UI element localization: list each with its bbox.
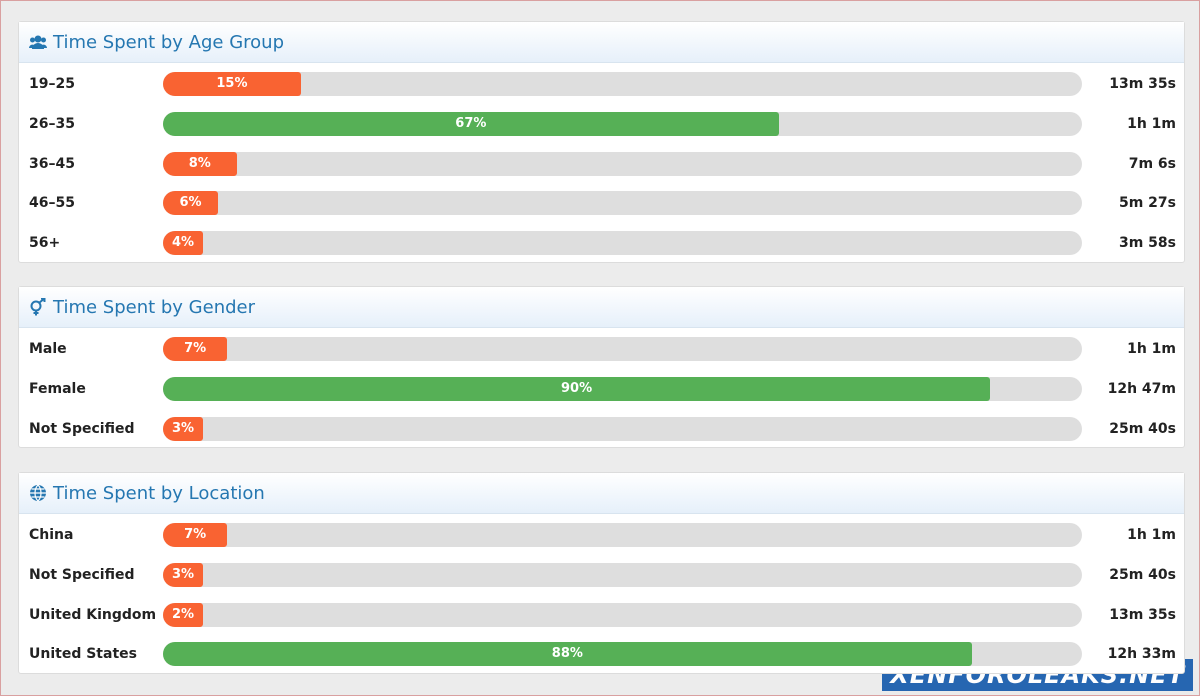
row-label: United Kingdom <box>29 606 157 623</box>
bar: 8% <box>163 151 237 176</box>
panel-header: Time Spent by Location <box>19 473 1184 514</box>
row-label: Not Specified <box>29 566 135 583</box>
bar-track: 2% <box>163 602 1082 627</box>
bar-track: 3% <box>163 416 1082 441</box>
time-value: 25m 40s <box>1109 420 1176 437</box>
time-value: 12h 33m <box>1107 646 1176 663</box>
bar-track: 8% <box>163 151 1082 176</box>
row-label: 56+ <box>29 235 61 252</box>
bar-label: 8% <box>188 155 211 171</box>
panel-title: Time Spent by Location <box>53 482 265 504</box>
stat-row: 26–35 67% 1h 1m <box>19 104 1184 144</box>
icon <box>30 484 46 502</box>
row-label: 46–55 <box>29 195 75 212</box>
panel: Time Spent by Age Group 19–25 15% 13m 35s 26… <box>18 21 1185 263</box>
bar-track: 15% <box>163 72 1082 96</box>
stat-row: 19–25 15% 13m 35s <box>19 64 1184 104</box>
row-label: China <box>29 527 74 543</box>
panel-title: Time Spent by Gender <box>53 296 256 318</box>
panel: Time Spent by Gender Male 7% 1h 1m Female 90%… <box>18 286 1185 449</box>
bar-label: 88% <box>551 646 583 662</box>
bar: 6% <box>163 191 219 216</box>
row-label: 19–25 <box>29 76 75 92</box>
bar: 88% <box>163 642 972 667</box>
bar-track: 90% <box>163 376 1082 401</box>
row-label: United States <box>29 646 137 663</box>
bar-label: 90% <box>560 380 593 396</box>
time-value: 13m 35s <box>1109 606 1176 623</box>
panel: Time Spent by Location China 7% 1h 1m Not Sp… <box>18 472 1185 675</box>
bar-track: 7% <box>163 337 1082 361</box>
time-value: 5m 27s <box>1118 195 1176 212</box>
bar-track: 4% <box>163 231 1082 256</box>
bar-label: 4% <box>171 235 195 251</box>
bar-track: 7% <box>163 523 1082 547</box>
bar: 67% <box>163 111 779 136</box>
panel-header: Time Spent by Gender <box>19 287 1184 328</box>
row-label: 36–45 <box>29 155 75 172</box>
bar-label: 67% <box>455 115 487 131</box>
row-label: 26–35 <box>29 115 75 132</box>
stat-row: United States 88% 12h 33m <box>19 634 1184 674</box>
panel-header: Time Spent by Age Group <box>19 22 1184 63</box>
bar-label: 2% <box>171 606 195 622</box>
bar-label: 7% <box>184 527 207 542</box>
time-value: 1h 1m <box>1127 527 1176 543</box>
bar: 90% <box>163 376 991 401</box>
time-value: 1h 1m <box>1127 115 1176 132</box>
time-value: 13m 35s <box>1109 76 1176 92</box>
bar: 3% <box>163 416 203 441</box>
stat-row: Female 90% 12h 47m <box>19 369 1184 409</box>
time-value: 7m 6s <box>1128 155 1176 172</box>
bar: 15% <box>163 72 301 96</box>
stat-row: China 7% 1h 1m <box>19 515 1184 555</box>
bar-label: 7% <box>184 341 207 356</box>
bar: 4% <box>163 231 203 256</box>
stat-row: United Kingdom 2% 13m 35s <box>19 595 1184 635</box>
stat-row: Not Specified 3% 25m 40s <box>19 555 1184 595</box>
bar-track: 3% <box>163 562 1082 587</box>
row-label: Not Specified <box>29 420 135 437</box>
bar: 7% <box>163 337 228 361</box>
bar-track: 6% <box>163 191 1082 216</box>
bar-label: 6% <box>179 195 202 211</box>
bar: 2% <box>163 602 203 627</box>
time-value: 1h 1m <box>1127 341 1176 357</box>
bar: 7% <box>163 523 228 547</box>
icon <box>29 35 47 49</box>
bar: 3% <box>163 562 203 587</box>
bar-label: 15% <box>216 76 248 91</box>
panel-title: Time Spent by Age Group <box>53 31 285 53</box>
bar-label: 3% <box>171 420 195 436</box>
bar-label: 3% <box>171 566 195 582</box>
stat-row: 56+ 4% 3m 58s <box>19 223 1184 263</box>
row-label: Female <box>29 380 86 397</box>
stat-row: Not Specified 3% 25m 40s <box>19 409 1184 449</box>
stat-row: 36–45 8% 7m 6s <box>19 144 1184 184</box>
time-value: 3m 58s <box>1118 235 1176 252</box>
row-label: Male <box>29 341 67 357</box>
bar-track: 88% <box>163 642 1082 667</box>
icon <box>30 298 46 316</box>
time-value: 12h 47m <box>1107 380 1176 397</box>
bar-track: 67% <box>163 111 1082 136</box>
stat-row: Male 7% 1h 1m <box>19 329 1184 369</box>
stat-row: 46–55 6% 5m 27s <box>19 183 1184 223</box>
time-value: 25m 40s <box>1109 566 1176 583</box>
